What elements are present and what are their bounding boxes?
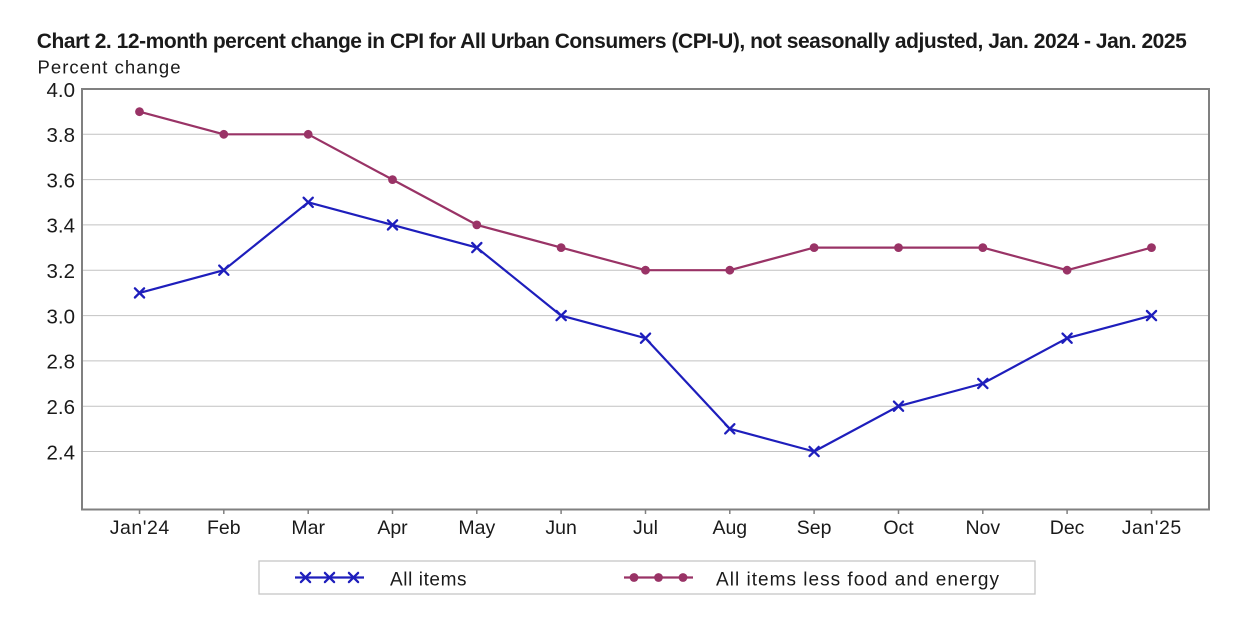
svg-text:Aug: Aug — [712, 517, 747, 539]
svg-text:2.6: 2.6 — [47, 396, 76, 419]
svg-text:Apr: Apr — [377, 517, 408, 539]
svg-text:Dec: Dec — [1050, 517, 1085, 539]
svg-text:2.4: 2.4 — [47, 441, 76, 464]
svg-text:Nov: Nov — [965, 517, 1000, 539]
svg-text:2.8: 2.8 — [47, 351, 76, 374]
svg-text:Feb: Feb — [207, 517, 241, 539]
svg-text:Jan'25: Jan'25 — [1122, 517, 1182, 539]
svg-text:3.0: 3.0 — [47, 305, 76, 328]
svg-text:May: May — [458, 517, 495, 539]
svg-text:4.0: 4.0 — [47, 79, 76, 102]
svg-text:Percent change: Percent change — [38, 57, 181, 78]
svg-text:3.2: 3.2 — [47, 260, 76, 283]
svg-text:3.6: 3.6 — [47, 169, 76, 192]
svg-text:Jan'24: Jan'24 — [110, 517, 170, 539]
svg-text:Jul: Jul — [633, 517, 658, 539]
svg-text:All items: All items — [390, 570, 467, 591]
svg-text:Oct: Oct — [883, 517, 914, 539]
svg-text:Jun: Jun — [545, 517, 576, 539]
svg-text:3.4: 3.4 — [47, 215, 76, 238]
svg-text:Sep: Sep — [797, 517, 832, 539]
svg-text:Mar: Mar — [291, 517, 325, 539]
svg-text:All items less food and energy: All items less food and energy — [716, 570, 1000, 591]
svg-text:Chart 2. 12-month percent chan: Chart 2. 12-month percent change in CPI … — [37, 30, 1187, 53]
svg-text:3.8: 3.8 — [47, 124, 76, 147]
